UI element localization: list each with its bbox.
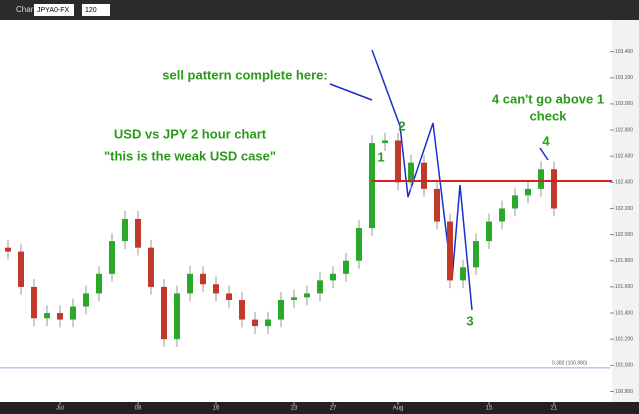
y-tick-label: 101.400 xyxy=(615,310,633,316)
annotation: 1 xyxy=(377,149,384,164)
candle-body xyxy=(18,251,24,287)
y-tick-label: 101.200 xyxy=(615,337,633,343)
y-tick-label: 101.000 xyxy=(615,363,633,369)
candle-body xyxy=(538,169,544,189)
candle-body xyxy=(226,293,232,300)
candle-body xyxy=(5,247,11,252)
candle-body xyxy=(44,313,50,319)
annotation: USD vs JPY 2 hour chart xyxy=(114,126,267,141)
x-tick-label: Aug xyxy=(393,406,404,412)
candle-body xyxy=(96,273,102,294)
candle-body xyxy=(317,280,323,294)
candle-body xyxy=(330,273,336,281)
candle-body xyxy=(551,169,557,209)
x-tick-label: 21 xyxy=(551,406,558,412)
candle-body xyxy=(486,221,492,242)
candle-body xyxy=(135,218,141,248)
arrow xyxy=(539,147,549,161)
symbol: JPYA0-FX xyxy=(37,7,69,14)
candle-body xyxy=(122,218,128,242)
candle-body xyxy=(512,195,518,209)
annotation: check xyxy=(530,108,568,123)
y-axis-strip xyxy=(612,20,639,414)
x-tick-label: Jul xyxy=(56,406,64,412)
candle-body xyxy=(408,162,414,183)
y-tick-label: 102.800 xyxy=(615,127,633,133)
candle-body xyxy=(148,247,154,287)
candle-body xyxy=(70,306,76,320)
candle-body xyxy=(252,319,258,327)
y-tick-label: 102.600 xyxy=(615,154,633,160)
candle-body xyxy=(421,162,427,189)
candle-body xyxy=(304,293,310,298)
fib-label: 0.382 (100.980) xyxy=(552,360,588,366)
y-tick-label: 102.400 xyxy=(615,180,633,186)
x-tick-label: 08 xyxy=(135,406,142,412)
zigzag xyxy=(371,49,473,311)
candle-body xyxy=(213,284,219,294)
symbol-box[interactable] xyxy=(34,4,74,16)
candle-body xyxy=(447,221,453,281)
toolbar xyxy=(0,0,639,20)
candle-body xyxy=(356,228,362,261)
candle-body xyxy=(83,293,89,307)
candle-body xyxy=(200,273,206,285)
candle-body xyxy=(499,208,505,222)
x-tick-label: 23 xyxy=(291,406,298,412)
x-tick-label: 27 xyxy=(330,406,337,412)
annotation: 4 can't go above 1 xyxy=(492,91,604,106)
candle-body xyxy=(473,241,479,268)
y-tick-label: 101.800 xyxy=(615,258,633,264)
y-tick-label: 103.000 xyxy=(615,101,633,107)
wave-lines xyxy=(329,49,549,311)
annotation: 3 xyxy=(466,313,473,328)
candle-body xyxy=(291,297,297,300)
candle-body xyxy=(265,319,271,327)
y-tick-label: 103.200 xyxy=(615,75,633,81)
candle-body xyxy=(525,188,531,196)
candle-body xyxy=(31,286,37,319)
annotation: sell pattern complete here: xyxy=(162,67,327,82)
x-tick-label: 16 xyxy=(213,406,220,412)
interval: 120 xyxy=(85,7,97,14)
candle-body xyxy=(161,286,167,340)
y-tick-label: 102.200 xyxy=(615,206,633,212)
annotation: 4 xyxy=(542,133,550,148)
y-tick-label: 101.600 xyxy=(615,284,633,290)
candle-body xyxy=(109,241,115,274)
candle-body xyxy=(343,260,349,274)
x-axis-strip xyxy=(0,402,639,414)
y-tick-label: 100.800 xyxy=(615,389,633,395)
y-tick-label: 103.400 xyxy=(615,49,633,55)
candle-body xyxy=(278,299,284,320)
x-tick-label: 15 xyxy=(486,406,493,412)
toolbar-title: Chart xyxy=(16,5,36,14)
y-tick-label: 102.000 xyxy=(615,232,633,238)
candle-body xyxy=(369,143,375,229)
candle-body xyxy=(239,299,245,320)
annotation: "this is the weak USD case" xyxy=(104,148,276,163)
candle-body xyxy=(434,188,440,222)
interval-box[interactable] xyxy=(82,4,110,16)
candle-body xyxy=(174,293,180,340)
candle-body xyxy=(382,140,388,144)
candle-body xyxy=(395,140,401,183)
candle-body xyxy=(460,267,466,281)
annotation: 2 xyxy=(398,118,405,133)
arrow xyxy=(329,83,373,101)
candle-body xyxy=(187,273,193,294)
candle-body xyxy=(57,313,63,320)
